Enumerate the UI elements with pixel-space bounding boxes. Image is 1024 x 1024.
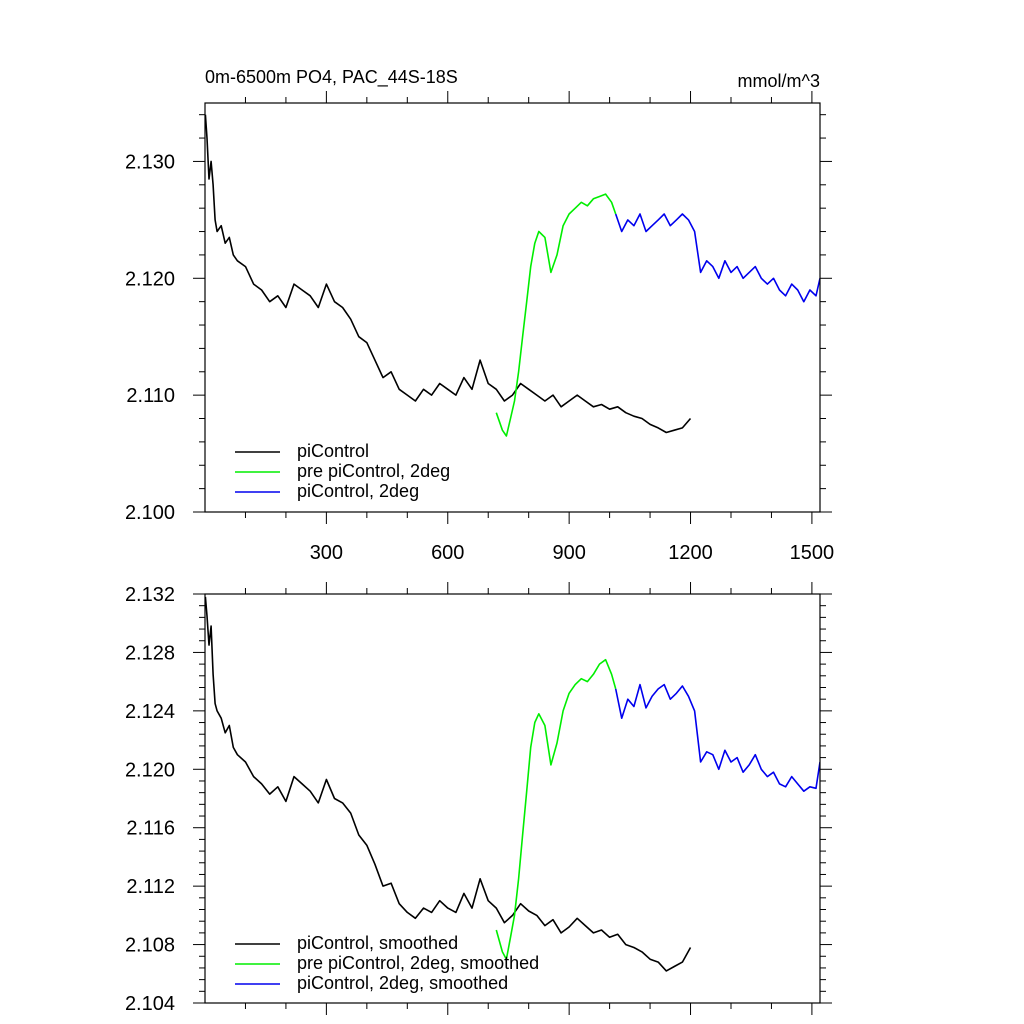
y-tick-label: 2.120 bbox=[125, 268, 175, 290]
series-line-1 bbox=[495, 193, 617, 437]
legend-label-0: piControl bbox=[297, 441, 369, 461]
y-tick-label: 2.112 bbox=[126, 876, 175, 898]
y-tick-label: 2.124 bbox=[125, 701, 175, 723]
panel-top: 0m-6500m PO4, PAC_44S-18S mmol/m^3 300 600 9… bbox=[125, 67, 834, 564]
x-tick-label: 1500 bbox=[790, 542, 835, 564]
series-line-1 bbox=[495, 658, 617, 961]
x-tick-label: 300 bbox=[310, 542, 343, 564]
plot-frame bbox=[204, 593, 821, 1004]
plot-frame bbox=[204, 102, 821, 513]
legend-label-1: pre piControl, 2deg, smoothed bbox=[297, 953, 539, 973]
panel-bottom: 2.104 2.108 2.112 2.116 2.120 2.124 2.128 2.132… bbox=[125, 582, 832, 1015]
y-tick-label: 2.130 bbox=[125, 151, 175, 173]
y-tick-label: 2.110 bbox=[126, 385, 175, 407]
legend-label-1: pre piControl, 2deg bbox=[297, 461, 450, 481]
legend-label-0: piControl, smoothed bbox=[297, 933, 458, 953]
y-tick-label: 2.132 bbox=[125, 584, 175, 606]
x-tick-label: 900 bbox=[552, 542, 585, 564]
x-tick-label: 1200 bbox=[668, 542, 713, 564]
x-tick-label: 600 bbox=[431, 542, 464, 564]
y-tick-label: 2.120 bbox=[125, 759, 175, 781]
y-tick-label: 2.108 bbox=[125, 935, 175, 957]
y-tick-label: 2.116 bbox=[126, 818, 175, 840]
chart-title: 0m-6500m PO4, PAC_44S-18S bbox=[205, 67, 458, 88]
legend-label-2: piControl, 2deg bbox=[297, 481, 419, 501]
legend-label-2: piControl, 2deg, smoothed bbox=[297, 973, 508, 993]
series-line-2 bbox=[614, 213, 820, 303]
series-line-0 bbox=[205, 596, 692, 972]
units-label: mmol/m^3 bbox=[738, 71, 820, 91]
y-tick-label: 2.128 bbox=[125, 642, 175, 664]
series-line-0 bbox=[205, 114, 692, 434]
y-tick-label: 2.104 bbox=[125, 993, 175, 1015]
series-line-2 bbox=[614, 683, 820, 793]
y-tick-label: 2.100 bbox=[125, 502, 175, 524]
